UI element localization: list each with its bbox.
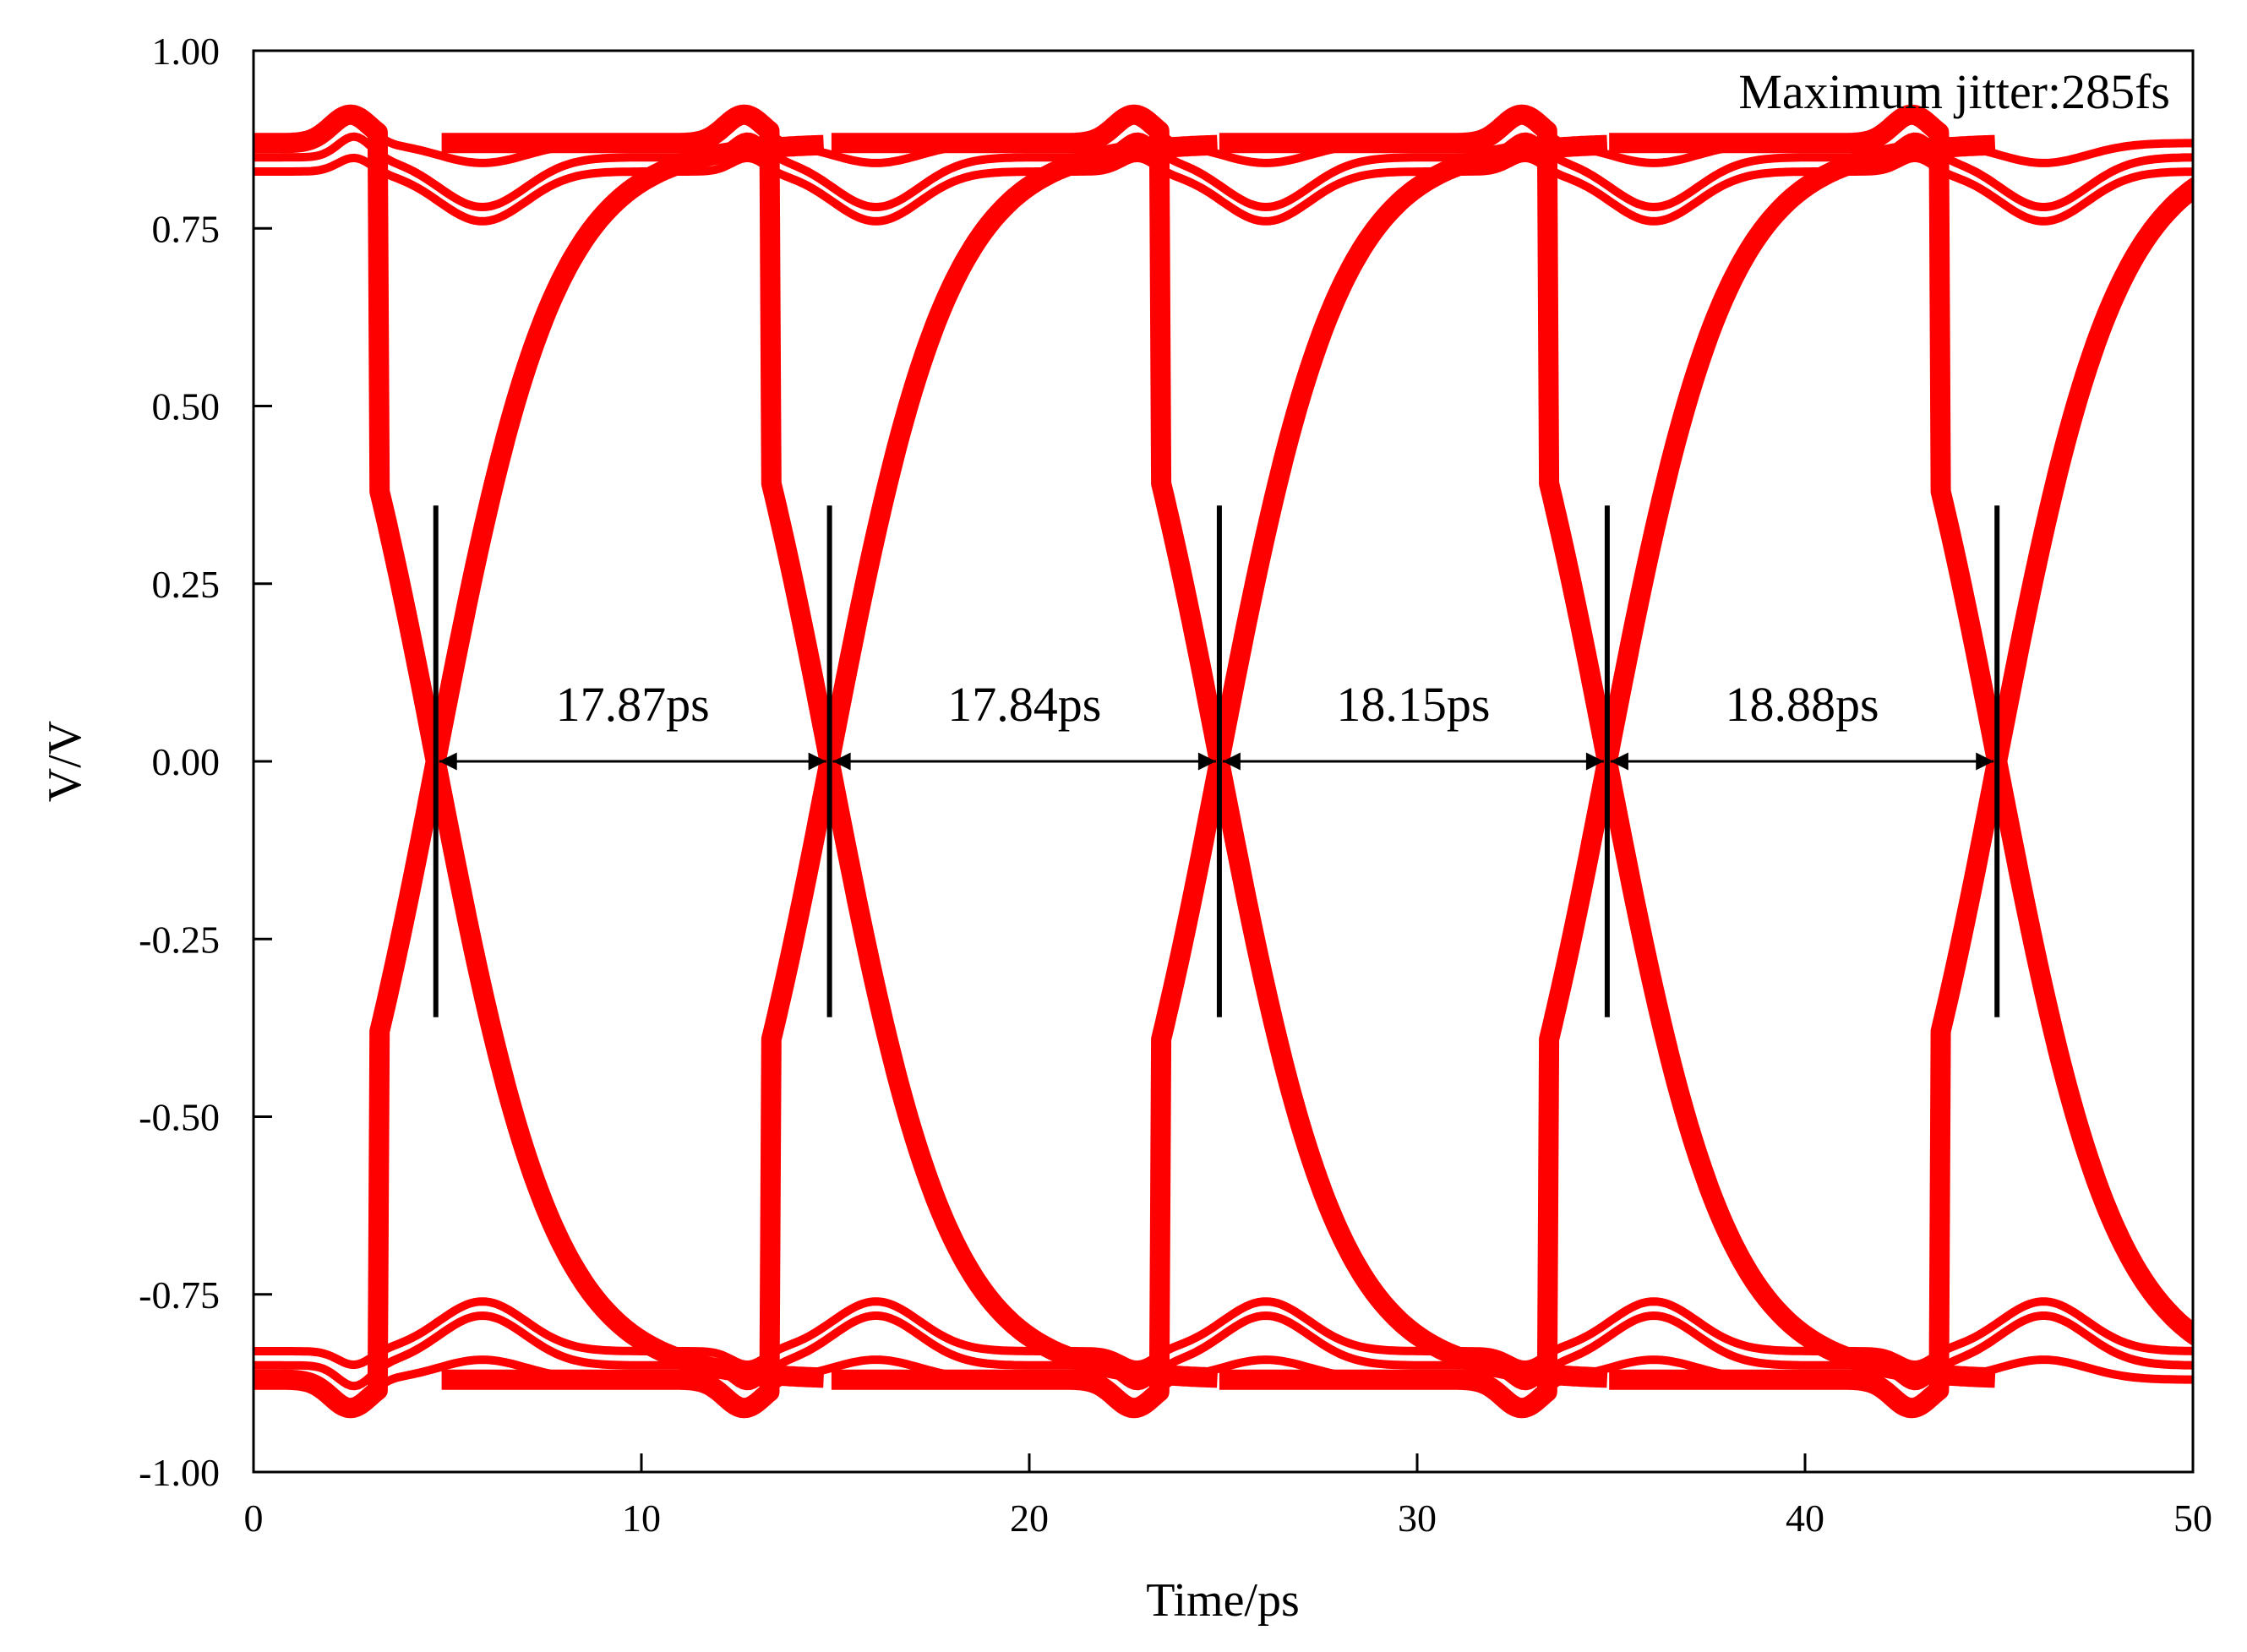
interval-label: 18.88ps bbox=[1726, 677, 1879, 732]
x-tick-label: 10 bbox=[622, 1497, 661, 1540]
y-tick-label: 1.00 bbox=[152, 30, 221, 73]
high-level-trace bbox=[254, 111, 2193, 167]
high-level-trace bbox=[254, 132, 2193, 211]
x-tick-label: 30 bbox=[1398, 1497, 1437, 1540]
y-tick-label: 0.25 bbox=[152, 563, 221, 606]
y-tick-label: -0.75 bbox=[139, 1273, 220, 1317]
y-tick-label: 0.75 bbox=[152, 207, 221, 250]
interval-label: 17.84ps bbox=[947, 677, 1101, 732]
low-level-trace bbox=[254, 1311, 2193, 1391]
y-tick-label: -1.00 bbox=[139, 1451, 220, 1494]
interval-label: 18.15ps bbox=[1336, 677, 1490, 732]
crossing-markers bbox=[433, 505, 2000, 1017]
y-tick-label: 0.50 bbox=[152, 385, 221, 428]
interval-annotations: 17.87ps 17.84ps 18.15ps 18.88ps bbox=[439, 677, 1994, 771]
low-level-trace bbox=[254, 1355, 2193, 1412]
y-axis-title: V/V bbox=[39, 721, 91, 802]
x-axis-title: Time/ps bbox=[1146, 1574, 1300, 1627]
high-level-trace bbox=[254, 153, 2193, 226]
y-tick-label: -0.50 bbox=[139, 1096, 220, 1139]
y-tick-label: -0.25 bbox=[139, 918, 220, 961]
interval-label: 17.87ps bbox=[556, 677, 710, 732]
x-tick-label: 50 bbox=[2173, 1497, 2212, 1540]
x-tick-label: 20 bbox=[1010, 1497, 1049, 1540]
eye-traces bbox=[254, 104, 2193, 1419]
axes: 0 10 20 30 40 50 1.00 0.75 0.50 0.25 0.00 -0.25 -0.5… bbox=[139, 30, 2212, 1540]
x-tick-label: 40 bbox=[1786, 1497, 1824, 1540]
x-tick-label: 0 bbox=[244, 1497, 264, 1540]
y-tick-label: 0.00 bbox=[152, 740, 221, 783]
annotation-max-jitter: Maximum jitter:285fs bbox=[1738, 64, 2170, 119]
low-level-trace bbox=[254, 1297, 2193, 1370]
